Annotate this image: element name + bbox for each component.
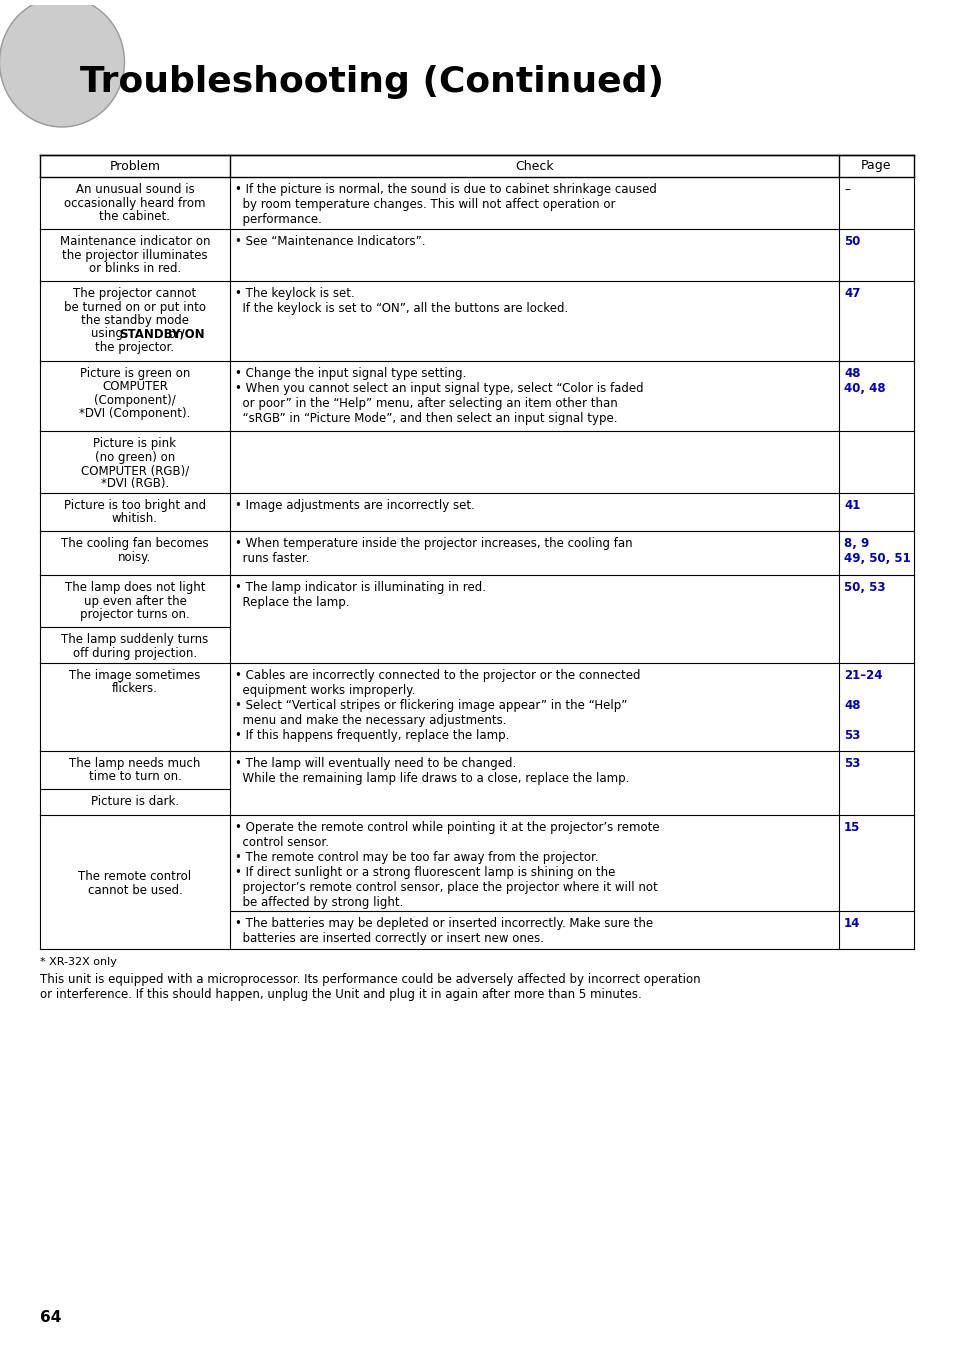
Text: 15: 15 [843, 821, 860, 834]
Text: or blinks in red.: or blinks in red. [89, 262, 181, 274]
Text: • The batteries may be depleted or inserted incorrectly. Make sure the
  batteri: • The batteries may be depleted or inser… [234, 917, 653, 945]
Text: up even after the: up even after the [84, 595, 186, 607]
Text: 50: 50 [843, 235, 860, 247]
Text: Picture is too bright and: Picture is too bright and [64, 499, 206, 512]
Ellipse shape [0, 0, 125, 127]
Text: Problem: Problem [110, 160, 160, 173]
Text: The remote control: The remote control [78, 871, 192, 883]
Text: 41: 41 [843, 499, 860, 512]
Text: • The lamp indicator is illuminating in red.
  Replace the lamp.: • The lamp indicator is illuminating in … [234, 581, 485, 608]
Text: • Change the input signal type setting.
• When you cannot select an input signal: • Change the input signal type setting. … [234, 366, 643, 425]
Text: The projector cannot: The projector cannot [73, 287, 196, 300]
Text: 8, 9
49, 50, 51: 8, 9 49, 50, 51 [843, 537, 910, 565]
Text: be turned on or put into: be turned on or put into [64, 300, 206, 314]
Text: * XR-32X only: * XR-32X only [40, 957, 117, 967]
Text: • Operate the remote control while pointing it at the projector’s remote
  contr: • Operate the remote control while point… [234, 821, 659, 909]
Text: projector turns on.: projector turns on. [80, 608, 190, 621]
Text: 21–24

48

53: 21–24 48 53 [843, 669, 882, 742]
Text: The lamp suddenly turns: The lamp suddenly turns [61, 633, 209, 646]
Text: 64: 64 [40, 1310, 61, 1325]
Text: Check: Check [515, 160, 554, 173]
Text: 53: 53 [843, 757, 860, 771]
Text: Picture is dark.: Picture is dark. [91, 795, 179, 808]
Text: cannot be used.: cannot be used. [88, 884, 182, 896]
Text: Troubleshooting (Continued): Troubleshooting (Continued) [80, 65, 663, 99]
Text: COMPUTER: COMPUTER [102, 380, 168, 393]
Text: The lamp does not light: The lamp does not light [65, 581, 205, 594]
Text: the projector illuminates: the projector illuminates [62, 249, 208, 261]
Text: • Cables are incorrectly connected to the projector or the connected
  equipment: • Cables are incorrectly connected to th… [234, 669, 639, 742]
Text: the standby mode: the standby mode [81, 314, 189, 327]
Text: COMPUTER (RGB)/: COMPUTER (RGB)/ [81, 464, 189, 477]
Text: off during projection.: off during projection. [72, 646, 197, 660]
Text: (no green) on: (no green) on [94, 450, 175, 464]
Text: 50, 53: 50, 53 [843, 581, 884, 594]
Text: Picture is pink: Picture is pink [93, 437, 176, 450]
Text: • The keylock is set.
  If the keylock is set to “ON”, all the buttons are locke: • The keylock is set. If the keylock is … [234, 287, 568, 315]
Text: • If the picture is normal, the sound is due to cabinet shrinkage caused
  by ro: • If the picture is normal, the sound is… [234, 183, 657, 226]
Text: noisy.: noisy. [118, 550, 152, 564]
Text: on: on [165, 327, 183, 341]
Text: *DVI (RGB).: *DVI (RGB). [101, 477, 169, 491]
Text: the projector.: the projector. [95, 341, 174, 354]
Bar [0, 0, 200, 5]
Text: This unit is equipped with a microprocessor. Its performance could be adversely : This unit is equipped with a microproces… [40, 973, 700, 1000]
Text: flickers.: flickers. [112, 683, 158, 695]
Text: The image sometimes: The image sometimes [70, 669, 200, 681]
Text: 47: 47 [843, 287, 860, 300]
Text: whitish.: whitish. [112, 512, 158, 526]
Bar [0, 0, 35, 5]
Text: the cabinet.: the cabinet. [99, 210, 171, 223]
Text: *DVI (Component).: *DVI (Component). [79, 407, 191, 420]
Text: 48
40, 48: 48 40, 48 [843, 366, 884, 395]
Text: using: using [91, 327, 127, 341]
Text: (Component)/: (Component)/ [94, 393, 175, 407]
Text: • When temperature inside the projector increases, the cooling fan
  runs faster: • When temperature inside the projector … [234, 537, 632, 565]
Text: • The lamp will eventually need to be changed.
  While the remaining lamp life d: • The lamp will eventually need to be ch… [234, 757, 629, 786]
Text: Page: Page [861, 160, 891, 173]
Text: The lamp needs much: The lamp needs much [70, 757, 200, 771]
Text: Picture is green on: Picture is green on [80, 366, 190, 380]
Text: • Image adjustments are incorrectly set.: • Image adjustments are incorrectly set. [234, 499, 475, 512]
Text: 14: 14 [843, 917, 860, 930]
Text: • See “Maintenance Indicators”.: • See “Maintenance Indicators”. [234, 235, 425, 247]
Text: –: – [843, 183, 849, 196]
Text: time to turn on.: time to turn on. [89, 771, 181, 784]
Text: The cooling fan becomes: The cooling fan becomes [61, 537, 209, 550]
Text: STANDBY/ON: STANDBY/ON [118, 327, 204, 341]
Text: An unusual sound is: An unusual sound is [75, 183, 194, 196]
Text: occasionally heard from: occasionally heard from [64, 196, 206, 210]
Text: Maintenance indicator on: Maintenance indicator on [60, 235, 210, 247]
